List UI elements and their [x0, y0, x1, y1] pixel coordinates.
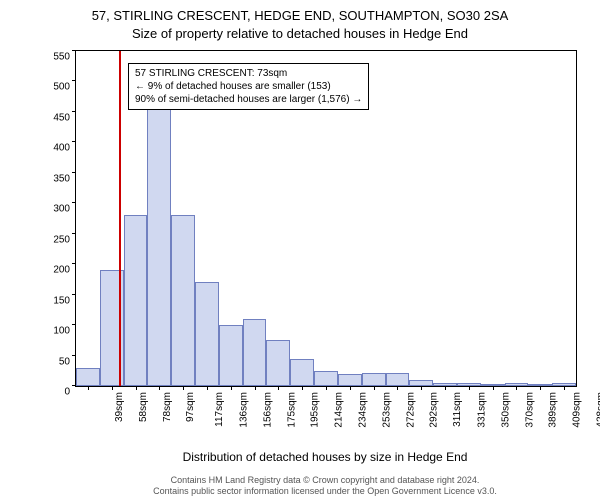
- x-tick-mark: [183, 386, 184, 390]
- histogram-bar: [386, 373, 410, 386]
- x-tick-mark: [136, 386, 137, 390]
- x-tick-mark: [278, 386, 279, 390]
- chart-title-line1: 57, STIRLING CRESCENT, HEDGE END, SOUTHA…: [0, 8, 600, 23]
- histogram-bar: [243, 319, 267, 386]
- y-tick-label: 50: [59, 356, 70, 367]
- y-tick-label: 250: [53, 234, 70, 245]
- x-tick-label: 409sqm: [572, 392, 583, 428]
- y-tick-mark: [72, 233, 76, 234]
- x-tick-label: 39sqm: [114, 392, 125, 422]
- x-tick-mark: [445, 386, 446, 390]
- x-tick-mark: [112, 386, 113, 390]
- x-tick-mark: [302, 386, 303, 390]
- x-tick-label: 117sqm: [214, 392, 225, 427]
- x-tick-label: 58sqm: [138, 392, 149, 422]
- y-tick-label: 350: [53, 173, 70, 184]
- x-tick-label: 389sqm: [548, 392, 559, 428]
- x-tick-label: 234sqm: [358, 392, 369, 428]
- y-tick-label: 450: [53, 112, 70, 123]
- x-tick-mark: [374, 386, 375, 390]
- y-tick-label: 150: [53, 295, 70, 306]
- x-axis-label: Distribution of detached houses by size …: [75, 450, 575, 464]
- x-tick-label: 428sqm: [596, 392, 600, 428]
- annotation-line1: 57 STIRLING CRESCENT: 73sqm: [135, 67, 362, 80]
- y-tick-mark: [72, 294, 76, 295]
- x-tick-mark: [88, 386, 89, 390]
- histogram-bar: [290, 359, 314, 386]
- x-tick-mark: [493, 386, 494, 390]
- x-tick-mark: [397, 386, 398, 390]
- y-tick-mark: [72, 141, 76, 142]
- y-tick-mark: [72, 263, 76, 264]
- x-tick-label: 272sqm: [405, 392, 416, 428]
- y-tick-mark: [72, 172, 76, 173]
- x-tick-label: 136sqm: [239, 392, 250, 428]
- chart-title-line2: Size of property relative to detached ho…: [0, 26, 600, 41]
- x-tick-mark: [350, 386, 351, 390]
- attribution-line1: Contains HM Land Registry data © Crown c…: [75, 475, 575, 486]
- x-tick-label: 292sqm: [429, 392, 440, 428]
- attribution-text: Contains HM Land Registry data © Crown c…: [75, 475, 575, 497]
- histogram-bar: [266, 340, 290, 386]
- annotation-line2: ← 9% of detached houses are smaller (153…: [135, 80, 362, 93]
- y-tick-label: 300: [53, 204, 70, 215]
- x-tick-label: 195sqm: [310, 392, 321, 428]
- histogram-bar: [314, 371, 338, 386]
- y-tick-label: 0: [64, 387, 70, 398]
- plot-area: 05010015020025030035040045050055039sqm58…: [75, 50, 577, 387]
- x-tick-mark: [469, 386, 470, 390]
- x-tick-mark: [231, 386, 232, 390]
- y-tick-mark: [72, 80, 76, 81]
- histogram-bar: [171, 215, 195, 386]
- attribution-line2: Contains public sector information licen…: [75, 486, 575, 497]
- histogram-bar: [124, 215, 148, 386]
- annotation-line3: 90% of semi-detached houses are larger (…: [135, 93, 362, 106]
- x-tick-mark: [159, 386, 160, 390]
- x-tick-label: 175sqm: [286, 392, 297, 428]
- x-tick-mark: [564, 386, 565, 390]
- y-tick-mark: [72, 202, 76, 203]
- x-tick-label: 370sqm: [524, 392, 535, 428]
- x-tick-label: 311sqm: [452, 392, 463, 427]
- x-tick-mark: [421, 386, 422, 390]
- x-tick-label: 97sqm: [185, 392, 196, 422]
- x-tick-mark: [255, 386, 256, 390]
- histogram-bar: [76, 368, 100, 386]
- histogram-bar: [195, 282, 219, 386]
- y-tick-label: 200: [53, 265, 70, 276]
- x-tick-mark: [540, 386, 541, 390]
- x-tick-label: 331sqm: [477, 392, 488, 428]
- histogram-bar: [362, 373, 386, 386]
- x-tick-mark: [516, 386, 517, 390]
- x-tick-label: 156sqm: [262, 392, 273, 428]
- histogram-bar: [147, 109, 171, 386]
- y-tick-mark: [72, 111, 76, 112]
- histogram-bar: [219, 325, 243, 386]
- x-tick-mark: [207, 386, 208, 390]
- histogram-bar: [338, 374, 362, 386]
- x-tick-label: 78sqm: [162, 392, 173, 422]
- y-tick-mark: [72, 324, 76, 325]
- y-tick-mark: [72, 355, 76, 356]
- y-tick-mark: [72, 50, 76, 51]
- reference-line: [119, 51, 121, 386]
- x-tick-label: 350sqm: [500, 392, 511, 428]
- x-tick-label: 214sqm: [334, 392, 345, 428]
- y-tick-label: 400: [53, 143, 70, 154]
- x-tick-mark: [326, 386, 327, 390]
- chart-container: 57, STIRLING CRESCENT, HEDGE END, SOUTHA…: [0, 0, 600, 500]
- y-tick-label: 500: [53, 82, 70, 93]
- y-tick-label: 550: [53, 52, 70, 63]
- x-tick-label: 253sqm: [381, 392, 392, 428]
- y-tick-label: 100: [53, 326, 70, 337]
- annotation-box: 57 STIRLING CRESCENT: 73sqm← 9% of detac…: [128, 63, 369, 110]
